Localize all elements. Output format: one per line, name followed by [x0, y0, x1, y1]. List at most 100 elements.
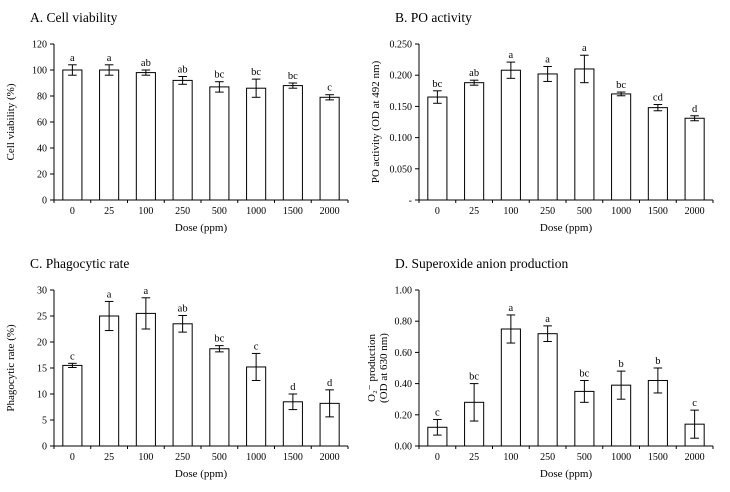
- svg-text:1000: 1000: [611, 452, 631, 463]
- svg-text:1500: 1500: [283, 206, 303, 217]
- panel-b-title: B. PO activity: [395, 10, 472, 25]
- svg-text:a: a: [144, 286, 149, 297]
- svg-text:0: 0: [435, 452, 440, 463]
- svg-text:ab: ab: [469, 68, 479, 79]
- svg-text:bc: bc: [616, 80, 626, 91]
- svg-text:500: 500: [577, 452, 592, 463]
- svg-text:25: 25: [37, 312, 47, 323]
- svg-text:c: c: [692, 398, 697, 409]
- svg-text:0.00: 0.00: [395, 442, 413, 453]
- svg-text:10: 10: [37, 390, 47, 401]
- svg-text:d: d: [692, 104, 698, 115]
- svg-text:500: 500: [212, 452, 227, 463]
- panel-a-cell-viability: A. Cell viability 0 20 40 60 80 100 120 a 0 a 25 ab…: [0, 0, 365, 246]
- svg-text:0.100: 0.100: [390, 133, 413, 144]
- bar-chart-cell-viability: 0 20 40 60 80 100 120 a 0 a 25 ab 100 ab 250 bc 500 bc 100…: [5, 40, 349, 234]
- svg-text:Dose (ppm): Dose (ppm): [175, 468, 228, 480]
- svg-text:ab: ab: [178, 65, 188, 76]
- svg-text:b: b: [655, 356, 660, 367]
- svg-text:Dose (ppm): Dose (ppm): [540, 222, 593, 234]
- svg-text:0.80: 0.80: [395, 317, 413, 328]
- svg-text:c: c: [254, 341, 259, 352]
- svg-text:2000: 2000: [685, 206, 705, 217]
- svg-text:PO activity (OD at 492 nm): PO activity (OD at 492 nm): [370, 60, 382, 183]
- svg-text:a: a: [582, 43, 587, 54]
- svg-text:25: 25: [104, 206, 114, 217]
- svg-text:bc: bc: [251, 67, 261, 78]
- panel-b-po-activity: B. PO activity - 0.050 0.100 0.150 0.200 0.25…: [365, 0, 730, 246]
- svg-text:250: 250: [540, 206, 555, 217]
- svg-text:25: 25: [104, 452, 114, 463]
- panel-c-phagocytic-rate: C. Phagocytic rate 0 5 10 15 20 25 30 c 0 a 25 a 100…: [0, 246, 365, 492]
- svg-text:d: d: [327, 378, 333, 389]
- svg-text:1000: 1000: [246, 452, 266, 463]
- svg-text:250: 250: [175, 206, 190, 217]
- svg-text:1500: 1500: [283, 452, 303, 463]
- svg-text:2000: 2000: [685, 452, 705, 463]
- svg-text:100: 100: [138, 452, 153, 463]
- bar-chart-phagocytic-rate: 0 5 10 15 20 25 30 c 0 a 25 a 100 ab 250 bc 500 c 1000 d 150…: [5, 286, 349, 480]
- svg-text:a: a: [509, 303, 514, 314]
- svg-text:c: c: [435, 407, 440, 418]
- svg-text:b: b: [619, 359, 624, 370]
- svg-text:a: a: [107, 53, 112, 64]
- svg-text:a: a: [509, 50, 514, 61]
- svg-text:80: 80: [37, 92, 47, 103]
- svg-text:0.60: 0.60: [395, 348, 413, 359]
- svg-text:0.250: 0.250: [390, 40, 413, 51]
- svg-text:ab: ab: [178, 303, 188, 314]
- svg-text:100: 100: [138, 206, 153, 217]
- panel-c-title: C. Phagocytic rate: [30, 256, 130, 271]
- svg-text:O₂⁻ production: O₂⁻ production: [366, 334, 378, 402]
- panel-d-superoxide-anion: D. Superoxide anion production 0.00 0.20 0…: [365, 246, 730, 492]
- svg-text:0.150: 0.150: [390, 102, 413, 113]
- svg-text:5: 5: [42, 416, 47, 427]
- svg-text:0: 0: [70, 206, 75, 217]
- svg-text:30: 30: [37, 286, 47, 297]
- panel-d-title: D. Superoxide anion production: [395, 256, 569, 271]
- svg-text:-: -: [409, 196, 412, 207]
- svg-text:a: a: [545, 314, 550, 325]
- svg-text:Dose (ppm): Dose (ppm): [175, 222, 228, 234]
- svg-text:0.200: 0.200: [390, 71, 413, 82]
- svg-text:100: 100: [503, 206, 518, 217]
- svg-text:bc: bc: [469, 372, 479, 383]
- svg-text:c: c: [327, 83, 332, 94]
- svg-text:100: 100: [32, 66, 47, 77]
- svg-text:0.40: 0.40: [395, 379, 413, 390]
- svg-text:Phagocytic rate (%): Phagocytic rate (%): [5, 324, 17, 412]
- svg-text:Cell viability (%): Cell viability (%): [5, 83, 17, 160]
- svg-text:a: a: [545, 54, 550, 65]
- svg-text:bc: bc: [288, 71, 298, 82]
- svg-text:1500: 1500: [648, 452, 668, 463]
- svg-text:20: 20: [37, 170, 47, 181]
- svg-text:1500: 1500: [648, 206, 668, 217]
- svg-text:25: 25: [469, 452, 479, 463]
- svg-text:0: 0: [42, 442, 47, 453]
- svg-text:cd: cd: [653, 93, 664, 104]
- svg-text:(OD at 630 nm): (OD at 630 nm): [378, 333, 390, 403]
- svg-text:250: 250: [540, 452, 555, 463]
- svg-text:250: 250: [175, 452, 190, 463]
- bar-chart-po-activity: - 0.050 0.100 0.150 0.200 0.250 bc 0 ab 25 a 100 a 25…: [370, 40, 714, 234]
- svg-text:0: 0: [42, 196, 47, 207]
- svg-text:1.00: 1.00: [395, 286, 413, 297]
- svg-text:Dose (ppm): Dose (ppm): [540, 468, 593, 480]
- svg-text:500: 500: [212, 206, 227, 217]
- panel-a-title: A. Cell viability: [30, 10, 118, 25]
- svg-text:2000: 2000: [320, 206, 340, 217]
- bar-chart-superoxide-anion: 0.000.200.400.600.801.00c0bc25a100a250bc…: [366, 286, 714, 480]
- svg-text:15: 15: [37, 364, 47, 375]
- svg-text:0.20: 0.20: [395, 410, 413, 421]
- svg-text:c: c: [70, 351, 75, 362]
- svg-text:a: a: [107, 289, 112, 300]
- svg-text:100: 100: [503, 452, 518, 463]
- svg-text:0: 0: [435, 206, 440, 217]
- svg-text:1000: 1000: [246, 206, 266, 217]
- svg-text:bc: bc: [214, 70, 224, 81]
- svg-text:25: 25: [469, 206, 479, 217]
- svg-text:0.050: 0.050: [390, 164, 413, 175]
- svg-text:d: d: [290, 382, 296, 393]
- svg-text:1000: 1000: [611, 206, 631, 217]
